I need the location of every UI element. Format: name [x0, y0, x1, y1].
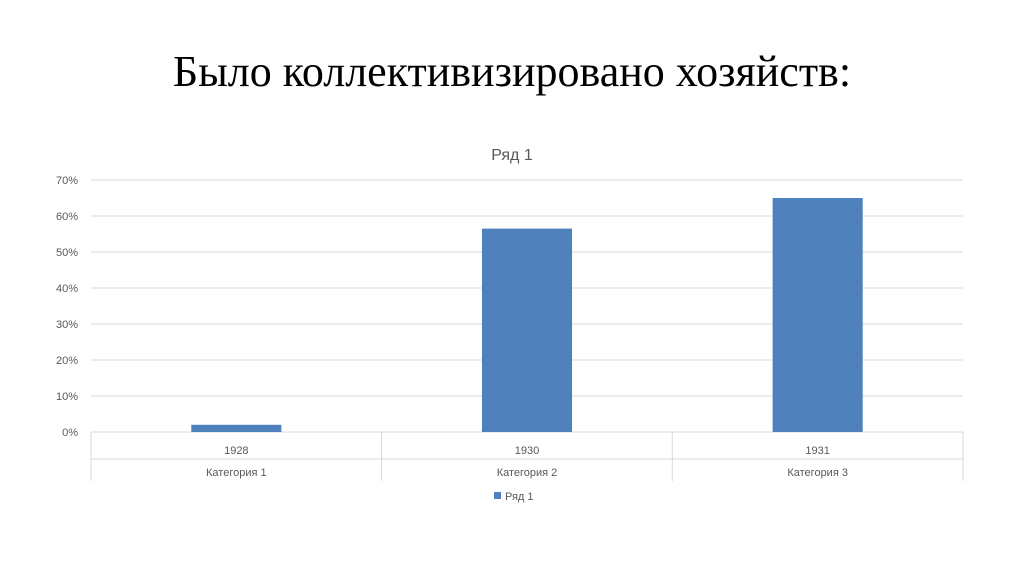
y-tick-label: 10% — [56, 391, 78, 403]
y-tick-label: 60% — [56, 211, 78, 223]
bar-1930 — [481, 228, 573, 432]
y-tick-label: 40% — [56, 283, 78, 295]
slide-title: Было коллективизировано хозяйств: — [172, 47, 852, 96]
legend: Ряд 1 — [494, 491, 534, 503]
y-tick-label: 50% — [56, 247, 78, 259]
bar-1928 — [191, 424, 282, 432]
y-tick-label: 0% — [62, 427, 78, 439]
x-axis: 1928 Категория 1 1930 Категория 2 1931 Катего… — [90, 432, 964, 481]
chart-title: Ряд 1 — [491, 147, 533, 164]
x-group-label: Категория 2 — [497, 467, 558, 479]
x-tick-label: 1931 — [805, 445, 829, 457]
x-group-label: Категория 3 — [787, 467, 848, 479]
legend-swatch — [494, 492, 501, 499]
x-tick-label: 1930 — [515, 445, 539, 457]
y-axis: 0% 10% 20% 30% 40% 50% 60% 70% — [56, 175, 78, 439]
y-tick-label: 70% — [56, 175, 78, 187]
y-tick-label: 30% — [56, 319, 78, 331]
x-tick-label: 1928 — [224, 445, 248, 457]
legend-label: Ряд 1 — [505, 491, 534, 503]
bar-1931 — [772, 198, 863, 432]
y-tick-label: 20% — [56, 355, 78, 367]
x-group-label: Категория 1 — [206, 467, 267, 479]
legend-item: Ряд 1 — [494, 491, 534, 503]
bars — [191, 198, 863, 432]
